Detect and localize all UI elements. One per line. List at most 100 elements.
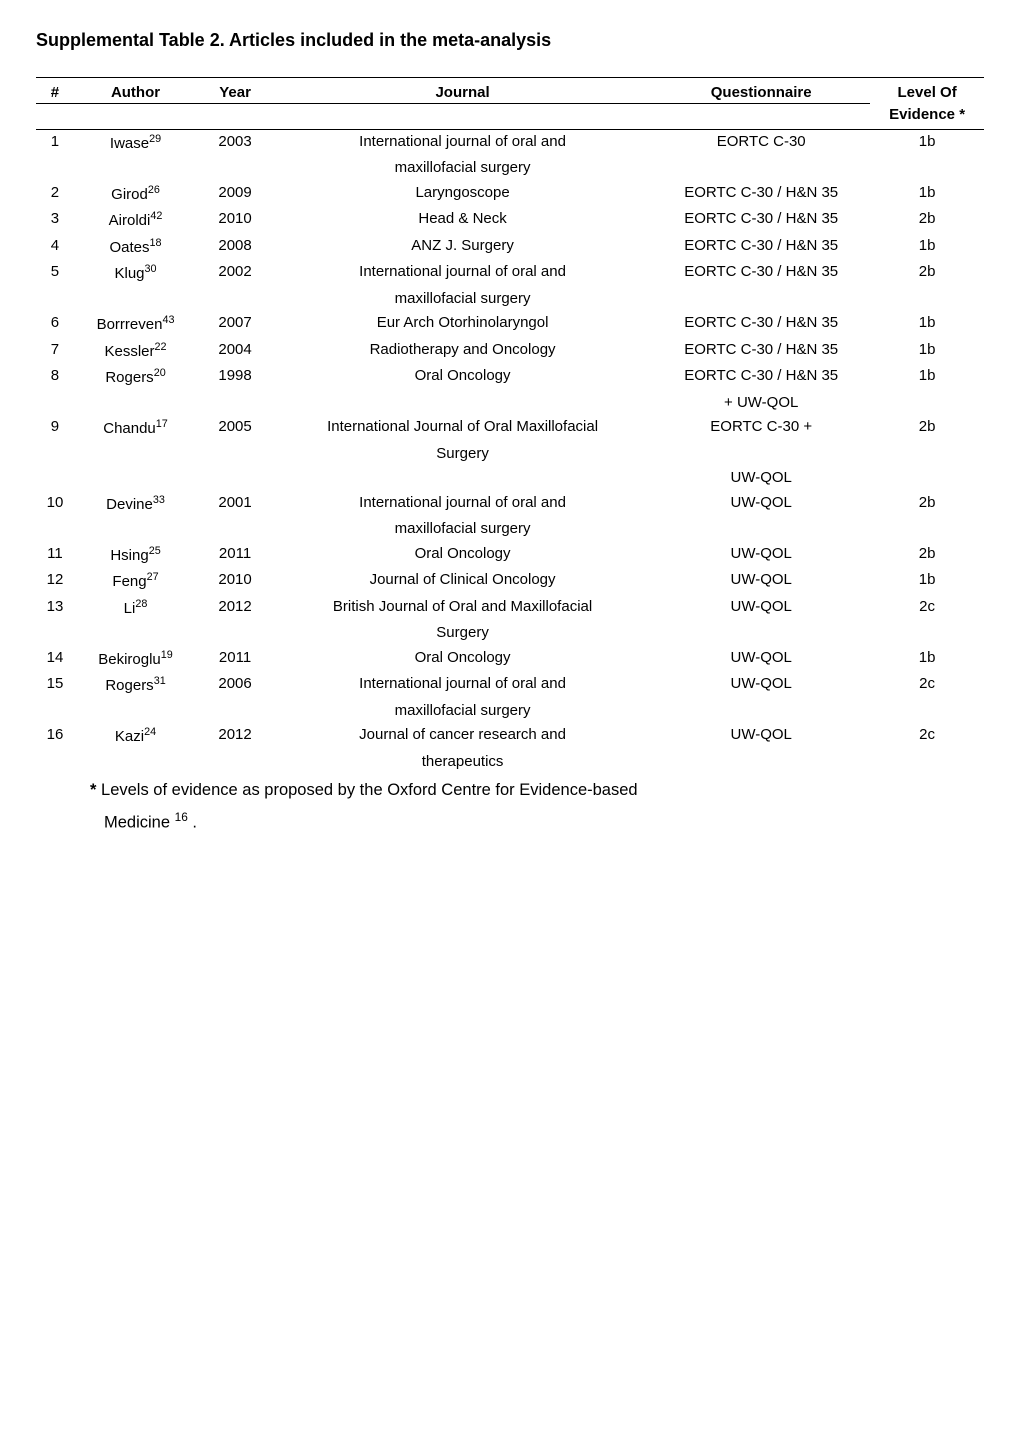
cell-year: 2010 bbox=[197, 568, 273, 595]
cell-num: 3 bbox=[36, 207, 74, 234]
cell-level: 2c bbox=[870, 595, 984, 622]
cell-year: 2006 bbox=[197, 672, 273, 699]
cell-cont bbox=[652, 156, 870, 181]
table-row-cont: maxillofacial surgery bbox=[36, 699, 984, 724]
cell-level: 1b bbox=[870, 568, 984, 595]
cell-cont bbox=[870, 699, 984, 724]
table-row: 3Airoldi422010Head & NeckEORTC C-30 / H&… bbox=[36, 207, 984, 234]
cell-level: 1b bbox=[870, 364, 984, 391]
cell-year: 2008 bbox=[197, 234, 273, 261]
cell-cont bbox=[870, 287, 984, 312]
cell-cont: maxillofacial surgery bbox=[273, 517, 652, 542]
table-title: Supplemental Table 2. Articles included … bbox=[36, 30, 984, 51]
cell-author: Kazi24 bbox=[74, 723, 197, 750]
cell-journal: Eur Arch Otorhinolaryngol bbox=[273, 311, 652, 338]
cell-num: 8 bbox=[36, 364, 74, 391]
cell-author: Klug30 bbox=[74, 260, 197, 287]
table-row: 5Klug302002International journal of oral… bbox=[36, 260, 984, 287]
cell-year: 2012 bbox=[197, 595, 273, 622]
cell-level: 2b bbox=[870, 207, 984, 234]
cell-cont bbox=[652, 287, 870, 312]
cell-questionnaire: UW-QOL bbox=[652, 672, 870, 699]
cell-cont bbox=[197, 287, 273, 312]
cell-cont bbox=[74, 391, 197, 416]
table-row: 14Bekiroglu192011Oral OncologyUW-QOL1b bbox=[36, 646, 984, 673]
cell-author: Hsing25 bbox=[74, 542, 197, 569]
cell-cont bbox=[652, 699, 870, 724]
cell-cont bbox=[36, 391, 74, 416]
col-num: # bbox=[36, 78, 74, 104]
cell-questionnaire: UW-QOL bbox=[652, 646, 870, 673]
cell-questionnaire: EORTC C-30 / H&N 35 bbox=[652, 311, 870, 338]
cell-cont bbox=[870, 517, 984, 542]
cell-num: 9 bbox=[36, 415, 74, 442]
table-row-cont: maxillofacial surgery bbox=[36, 517, 984, 542]
cell-cont bbox=[652, 621, 870, 646]
cell-level: 2b bbox=[870, 260, 984, 287]
cell-cont bbox=[74, 517, 197, 542]
cell-year: 2001 bbox=[197, 491, 273, 518]
footnote-ref: 16 bbox=[175, 810, 188, 824]
cell-level: 1b bbox=[870, 646, 984, 673]
cell-questionnaire: UW-QOL bbox=[652, 466, 870, 491]
cell-cont bbox=[652, 442, 870, 467]
cell-year bbox=[197, 466, 273, 491]
cell-cont: Surgery bbox=[273, 442, 652, 467]
cell-questionnaire: EORTC C-30 + bbox=[652, 415, 870, 442]
cell-cont bbox=[870, 156, 984, 181]
cell-author bbox=[74, 466, 197, 491]
cell-questionnaire: UW-QOL bbox=[652, 491, 870, 518]
cell-cont bbox=[36, 156, 74, 181]
cell-cont bbox=[197, 750, 273, 775]
cell-cont bbox=[197, 517, 273, 542]
cell-author: Airoldi42 bbox=[74, 207, 197, 234]
cell-journal: Laryngoscope bbox=[273, 181, 652, 208]
cell-level: 2b bbox=[870, 491, 984, 518]
cell-num: 13 bbox=[36, 595, 74, 622]
cell-journal: International journal of oral and bbox=[273, 491, 652, 518]
cell-author: Iwase29 bbox=[74, 129, 197, 156]
cell-year: 2005 bbox=[197, 415, 273, 442]
table-row-cont: Surgery bbox=[36, 621, 984, 646]
cell-level: 1b bbox=[870, 181, 984, 208]
cell-journal: Radiotherapy and Oncology bbox=[273, 338, 652, 365]
footnote-line1: Levels of evidence as proposed by the Ox… bbox=[101, 781, 638, 799]
cell-author: Borrreven43 bbox=[74, 311, 197, 338]
cell-author: Rogers20 bbox=[74, 364, 197, 391]
cell-num: 15 bbox=[36, 672, 74, 699]
cell-level: 2b bbox=[870, 415, 984, 442]
cell-cont bbox=[36, 517, 74, 542]
table-row: 1Iwase292003International journal of ora… bbox=[36, 129, 984, 156]
cell-cont bbox=[197, 156, 273, 181]
cell-cont bbox=[197, 621, 273, 646]
cell-cont bbox=[74, 442, 197, 467]
cell-author: Devine33 bbox=[74, 491, 197, 518]
cell-level bbox=[870, 466, 984, 491]
table-row: 13Li282012British Journal of Oral and Ma… bbox=[36, 595, 984, 622]
cell-cont bbox=[652, 517, 870, 542]
cell-questionnaire: UW-QOL bbox=[652, 542, 870, 569]
cell-cont: + UW-QOL bbox=[652, 391, 870, 416]
cell-journal: International journal of oral and bbox=[273, 672, 652, 699]
cell-questionnaire: EORTC C-30 / H&N 35 bbox=[652, 234, 870, 261]
cell-num: 5 bbox=[36, 260, 74, 287]
cell-author: Kessler22 bbox=[74, 338, 197, 365]
cell-cont bbox=[870, 442, 984, 467]
cell-cont: Surgery bbox=[273, 621, 652, 646]
table-row: 4Oates182008ANZ J. SurgeryEORTC C-30 / H… bbox=[36, 234, 984, 261]
cell-questionnaire: EORTC C-30 / H&N 35 bbox=[652, 364, 870, 391]
cell-journal bbox=[273, 466, 652, 491]
cell-cont bbox=[74, 750, 197, 775]
cell-journal: Head & Neck bbox=[273, 207, 652, 234]
cell-cont bbox=[870, 750, 984, 775]
cell-num: 6 bbox=[36, 311, 74, 338]
cell-questionnaire: EORTC C-30 / H&N 35 bbox=[652, 207, 870, 234]
cell-num: 1 bbox=[36, 129, 74, 156]
cell-level: 2c bbox=[870, 723, 984, 750]
cell-num: 2 bbox=[36, 181, 74, 208]
cell-journal: International journal of oral and bbox=[273, 260, 652, 287]
cell-cont: maxillofacial surgery bbox=[273, 287, 652, 312]
cell-year: 2002 bbox=[197, 260, 273, 287]
cell-year: 2009 bbox=[197, 181, 273, 208]
cell-cont bbox=[74, 156, 197, 181]
